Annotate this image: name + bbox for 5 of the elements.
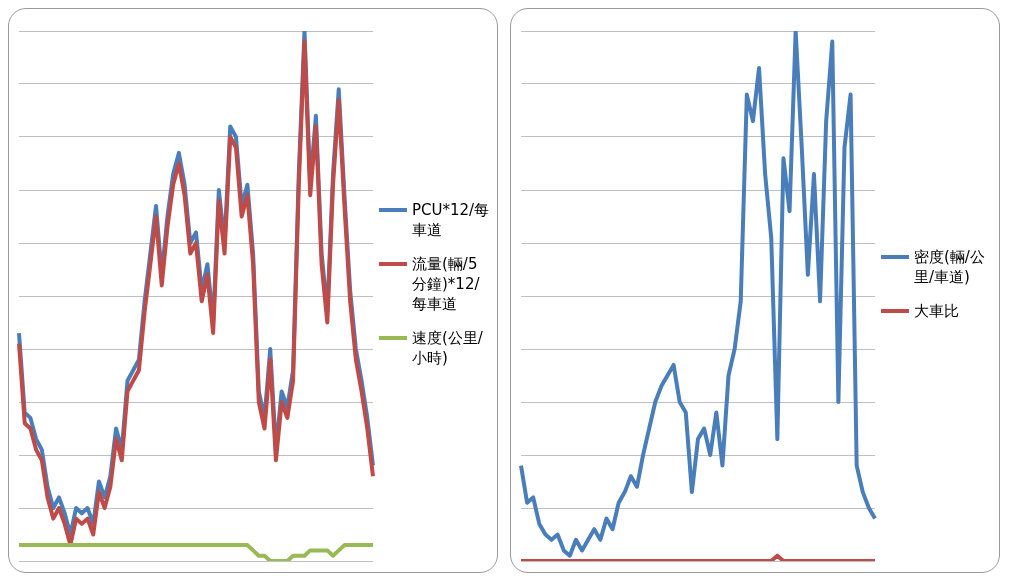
legend-label: 大車比: [914, 300, 959, 321]
legend-label: 流量(輛/5分鐘)*12/每車道: [412, 253, 481, 314]
legend-label: 密度(輛/公里/車道): [914, 246, 986, 287]
legend-label: 速度(公里/小時): [412, 327, 484, 368]
legend-label: PCU*12/每車道: [412, 199, 491, 240]
